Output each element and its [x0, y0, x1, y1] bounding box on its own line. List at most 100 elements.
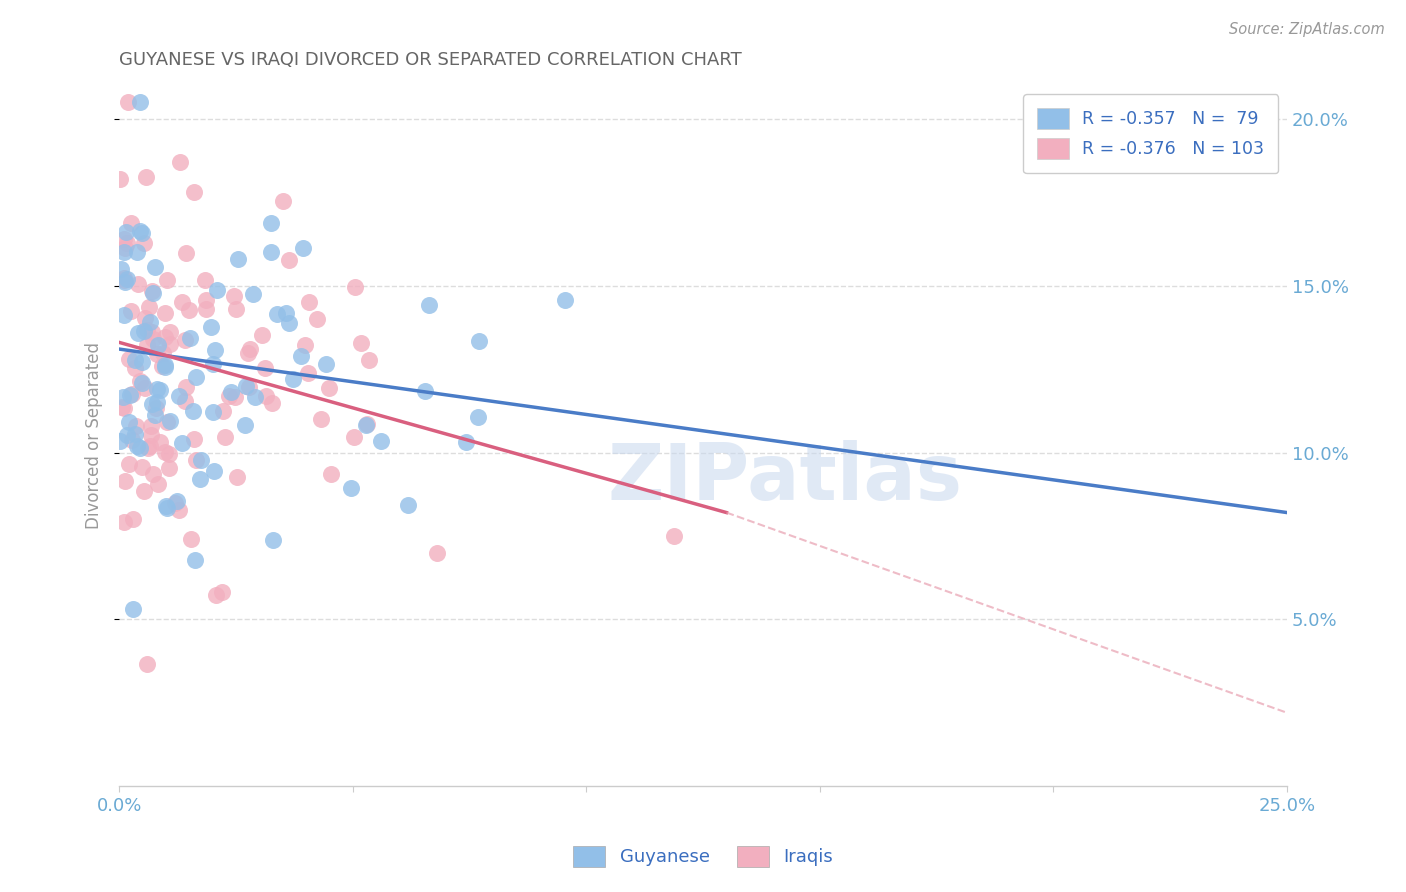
Point: [146, 477, 169, 491]
Point: [183, 432, 205, 446]
Point: [114, 272, 136, 286]
Point: [167, 389, 190, 403]
Point: [188, 472, 211, 486]
Point: [204, 343, 226, 358]
Point: [155, 445, 177, 459]
Point: [131, 226, 153, 240]
Point: [121, 387, 143, 401]
Point: [262, 533, 284, 547]
Point: [139, 315, 162, 329]
Point: [127, 326, 149, 340]
Point: [115, 225, 138, 239]
Point: [418, 298, 440, 312]
Point: [134, 381, 156, 395]
Point: [226, 470, 249, 484]
Point: [200, 319, 222, 334]
Point: [183, 403, 205, 417]
Point: [236, 346, 259, 360]
Point: [174, 333, 197, 347]
Point: [157, 461, 180, 475]
Point: [235, 379, 257, 393]
Point: [124, 352, 146, 367]
Point: [169, 155, 191, 169]
Point: [212, 404, 235, 418]
Point: [156, 500, 179, 515]
Point: [115, 236, 138, 251]
Point: [132, 235, 155, 250]
Point: [319, 467, 342, 481]
Point: [235, 417, 257, 432]
Point: [554, 293, 576, 307]
Point: [125, 244, 148, 259]
Point: [114, 241, 136, 255]
Point: [110, 171, 132, 186]
Point: [111, 400, 134, 414]
Point: [114, 275, 136, 289]
Point: [134, 310, 156, 325]
Point: [127, 277, 149, 291]
Point: [396, 498, 419, 512]
Point: [297, 295, 319, 310]
Point: [121, 434, 143, 448]
Point: [124, 361, 146, 376]
Point: [153, 359, 176, 374]
Legend: R = -0.357   N =  79, R = -0.376   N = 103: R = -0.357 N = 79, R = -0.376 N = 103: [1024, 95, 1278, 173]
Point: [205, 283, 228, 297]
Point: [186, 453, 208, 467]
Point: [254, 389, 277, 403]
Point: [118, 415, 141, 429]
Point: [194, 293, 217, 307]
Point: [146, 347, 169, 361]
Point: [225, 301, 247, 316]
Point: [224, 390, 246, 404]
Point: [467, 410, 489, 425]
Point: [274, 306, 297, 320]
Point: [125, 439, 148, 453]
Point: [117, 95, 139, 110]
Point: [454, 435, 477, 450]
Point: [120, 216, 142, 230]
Point: [370, 434, 392, 448]
Point: [194, 273, 217, 287]
Point: [131, 355, 153, 369]
Point: [344, 279, 367, 293]
Point: [260, 396, 283, 410]
Point: [131, 376, 153, 390]
Point: [122, 512, 145, 526]
Point: [129, 375, 152, 389]
Point: [139, 419, 162, 434]
Point: [156, 415, 179, 429]
Point: [128, 95, 150, 110]
Point: [183, 553, 205, 567]
Point: [120, 304, 142, 318]
Point: [219, 385, 242, 400]
Point: [157, 447, 180, 461]
Point: [129, 442, 152, 456]
Point: [179, 331, 201, 345]
Point: [141, 396, 163, 410]
Point: [149, 435, 172, 450]
Point: [141, 325, 163, 339]
Point: [108, 434, 131, 449]
Point: [662, 529, 685, 543]
Point: [426, 546, 449, 560]
Point: [155, 499, 177, 513]
Point: [142, 285, 165, 300]
Point: [159, 337, 181, 351]
Point: [195, 301, 218, 316]
Point: [184, 369, 207, 384]
Point: [226, 252, 249, 266]
Point: [278, 253, 301, 268]
Point: [150, 359, 173, 373]
Point: [214, 429, 236, 443]
Point: [145, 382, 167, 396]
Point: [112, 271, 135, 285]
Point: [155, 330, 177, 344]
Point: [180, 533, 202, 547]
Point: [239, 342, 262, 356]
Point: [143, 260, 166, 275]
Point: [163, 496, 186, 510]
Point: [170, 295, 193, 310]
Y-axis label: Divorced or Separated: Divorced or Separated: [86, 343, 103, 529]
Point: [305, 312, 328, 326]
